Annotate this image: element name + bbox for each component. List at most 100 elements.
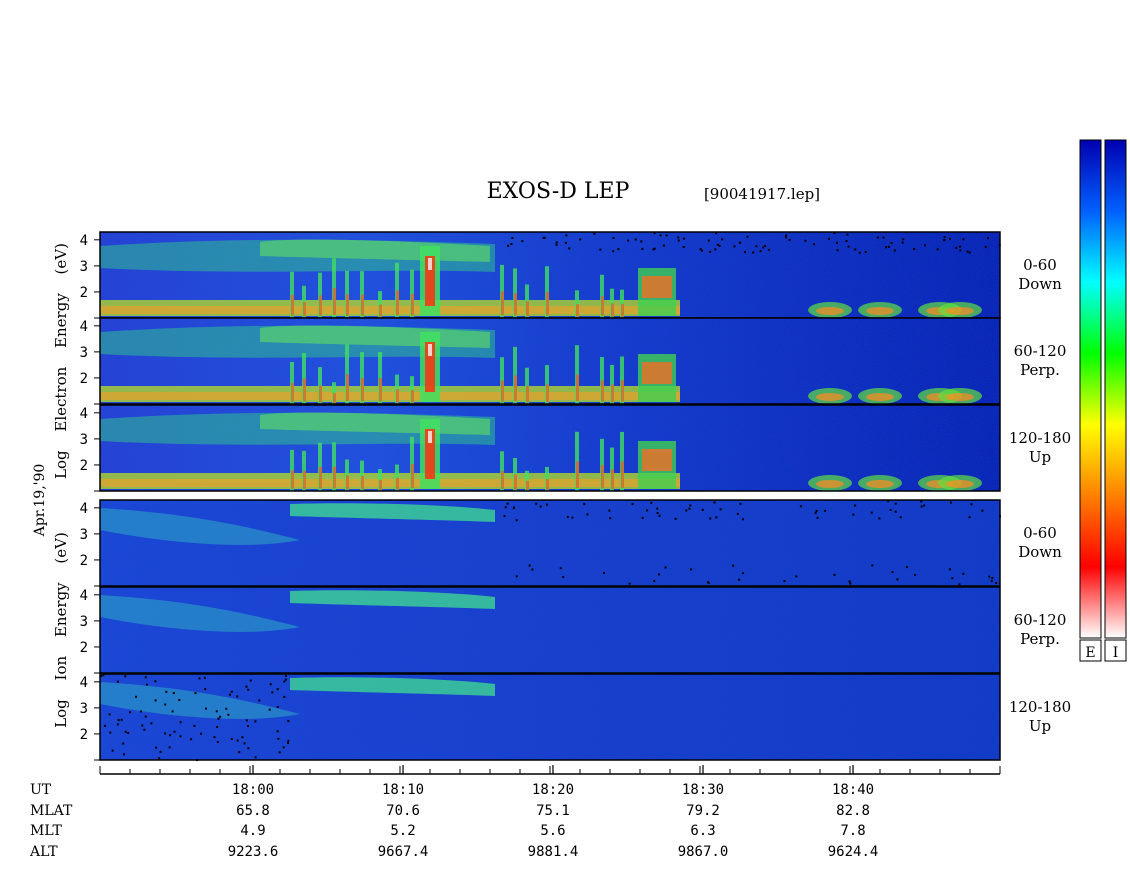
dropout-speck <box>123 753 125 756</box>
dropout-speck <box>241 736 244 739</box>
dropout-speck <box>277 737 280 740</box>
dropout-speck <box>515 519 518 522</box>
dropout-speck <box>268 708 271 711</box>
y-tick-label: 3 <box>80 701 88 717</box>
ion-high-energy-band <box>290 503 495 522</box>
dropout-speck <box>555 241 558 244</box>
dropout-speck <box>108 713 111 716</box>
electron-hump-core <box>816 480 844 488</box>
electron-burst-core <box>291 382 294 402</box>
dropout-speck <box>846 233 849 236</box>
electron-burst-core <box>526 301 529 317</box>
dropout-speck <box>764 244 767 247</box>
dropout-speck <box>788 238 791 241</box>
dropout-speck <box>282 746 285 749</box>
electron-burst-core <box>546 478 549 490</box>
dropout-speck <box>542 236 545 239</box>
group-ylabel: Log Ion Energy (eV) <box>52 532 70 728</box>
electron-burst-core <box>346 294 349 316</box>
y-tick-label: 2 <box>80 727 88 743</box>
dropout-speck <box>882 236 885 239</box>
dropout-speck <box>920 505 923 508</box>
dropout-speck <box>586 513 589 516</box>
electron-burst-core <box>526 385 529 403</box>
dropout-speck <box>245 685 248 688</box>
electron-low-energy-core <box>100 306 680 314</box>
electron-burst-core <box>319 466 322 489</box>
panel-angle-label: 60-120 <box>1014 342 1067 360</box>
ion-diffuse-band <box>100 595 300 632</box>
dropout-speck <box>154 699 157 702</box>
electron-burst-core <box>411 293 414 316</box>
ephemeris-value: 82.8 <box>836 803 870 819</box>
dropout-speck <box>171 710 174 713</box>
panel-direction-label: Up <box>1029 448 1051 466</box>
ephemeris-value: 6.3 <box>690 823 715 839</box>
dropout-speck <box>503 515 506 518</box>
dropout-speck <box>713 501 716 504</box>
dropout-speck <box>543 236 546 239</box>
dropout-speck <box>683 237 685 240</box>
dropout-speck <box>528 564 531 567</box>
panel-frame <box>99 317 1001 405</box>
dropout-speck <box>658 514 661 517</box>
dropout-speck <box>854 248 857 251</box>
dropout-speck <box>795 575 798 578</box>
dropout-speck <box>535 502 538 505</box>
dropout-speck <box>173 730 176 733</box>
dropout-speck <box>559 567 562 570</box>
colorbar-label-box <box>1104 639 1127 662</box>
dropout-speck <box>230 690 233 693</box>
electron-burst-core <box>601 464 604 489</box>
dropout-speck <box>682 246 685 248</box>
electron-burst-core <box>411 390 414 403</box>
dropout-speck <box>238 751 241 754</box>
dropout-speck <box>719 508 722 511</box>
electron-burst-core <box>303 378 306 402</box>
panel-frame <box>99 673 1001 761</box>
dropout-speck <box>943 236 946 238</box>
dropout-speck <box>814 511 817 514</box>
dropout-speck <box>746 235 749 238</box>
spectrogram-panel <box>99 673 1001 762</box>
dropout-speck <box>914 574 916 576</box>
dropout-speck <box>200 732 202 735</box>
dropout-speck <box>135 695 138 698</box>
dropout-speck <box>991 577 994 579</box>
dropout-speck <box>146 683 148 686</box>
y-tick-label: 2 <box>80 458 88 474</box>
dropout-speck <box>899 516 902 519</box>
panel-angle-label: 120-180 <box>1009 698 1071 716</box>
dropout-speck <box>129 711 131 714</box>
dropout-speck <box>650 501 653 504</box>
dropout-speck <box>658 573 660 576</box>
dropout-speck <box>236 739 239 742</box>
dropout-speck <box>566 515 569 518</box>
dropout-speck <box>247 747 250 750</box>
electron-burst-core <box>576 304 579 317</box>
dropout-speck <box>515 575 518 578</box>
dropout-speck <box>889 508 892 511</box>
dropout-speck <box>949 501 952 504</box>
panel-frame <box>99 586 1001 674</box>
ephemeris-value: 18:20 <box>532 782 574 798</box>
dropout-speck <box>510 243 513 246</box>
dropout-speck <box>699 248 702 251</box>
dropout-speck <box>287 739 290 742</box>
dropout-speck <box>885 246 887 249</box>
dropout-speck <box>689 504 692 507</box>
dropout-speck <box>612 237 615 239</box>
electron-burst-core <box>576 374 579 402</box>
electron-burst-core <box>333 393 336 403</box>
electron-burst-core <box>396 290 399 316</box>
dropout-speck <box>847 245 850 248</box>
y-tick-label: 2 <box>80 371 88 387</box>
dropout-speck <box>891 571 894 574</box>
dropout-speck <box>245 719 248 722</box>
dropout-speck <box>646 509 649 512</box>
ion-diffuse-band <box>100 508 300 545</box>
electron-burst-core <box>621 380 624 402</box>
y-tick-label: 4 <box>80 675 88 691</box>
dropout-speck <box>219 715 222 718</box>
